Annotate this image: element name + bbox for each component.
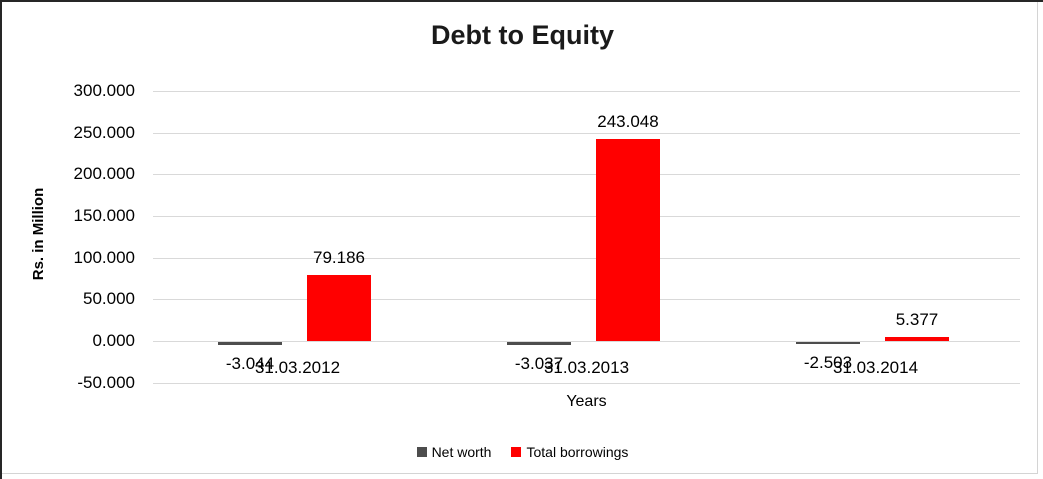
y-tick-label: 100.000	[73, 247, 135, 267]
bar-total-borrowings[interactable]	[596, 138, 660, 342]
data-label-total-borrowings: 5.377	[895, 309, 939, 329]
x-axis-title: Years	[566, 393, 607, 410]
gridline-300	[153, 91, 1020, 92]
bar-net-worth[interactable]	[796, 342, 860, 345]
bar-total-borrowings[interactable]	[307, 275, 371, 341]
category-label: 31.03.2012	[254, 358, 341, 377]
data-label-total-borrowings: 243.048	[597, 111, 659, 131]
chart-title: Debt to Equity	[431, 20, 614, 50]
gridline-50	[153, 299, 1020, 301]
y-tick-label: 0.000	[92, 331, 135, 350]
y-tick-label: 300.000	[73, 81, 135, 100]
y-tick-label: 50.000	[83, 289, 135, 309]
gridline-100	[153, 257, 1020, 259]
gridline-200	[153, 174, 1020, 176]
gridline--50	[153, 382, 1020, 384]
data-label-net-worth: -2.503	[803, 353, 853, 373]
y-tick-label: 200.000	[73, 164, 135, 184]
category-label: 31.03.2013	[543, 358, 630, 377]
category-label: 31.03.2014	[832, 358, 919, 377]
legend: Net worth Total borrowings	[2, 444, 1043, 460]
legend-label: Total borrowings	[526, 444, 629, 460]
bar-net-worth[interactable]	[218, 342, 282, 345]
data-label-total-borrowings: 79.186	[313, 248, 365, 267]
bar-net-worth[interactable]	[507, 342, 571, 345]
data-label-net-worth: -3.044	[225, 353, 275, 373]
y-tick-label: 250.000	[73, 122, 135, 142]
y-tick-label: 150.000	[73, 206, 135, 225]
y-tick-label: -50.000	[77, 372, 135, 392]
legend-label: Net worth	[431, 444, 492, 460]
gridline-250	[153, 132, 1020, 134]
gridline-0	[153, 341, 1020, 342]
legend-marker-icon	[416, 447, 427, 457]
legend-item-total-borrowings[interactable]: Total borrowings	[511, 444, 628, 460]
bar-total-borrowings[interactable]	[885, 336, 949, 341]
legend-item-net-worth[interactable]: Net worth	[416, 444, 492, 460]
gridline-150	[153, 216, 1020, 217]
data-label-net-worth: -3.037	[514, 353, 564, 373]
legend-marker-icon	[511, 447, 522, 457]
